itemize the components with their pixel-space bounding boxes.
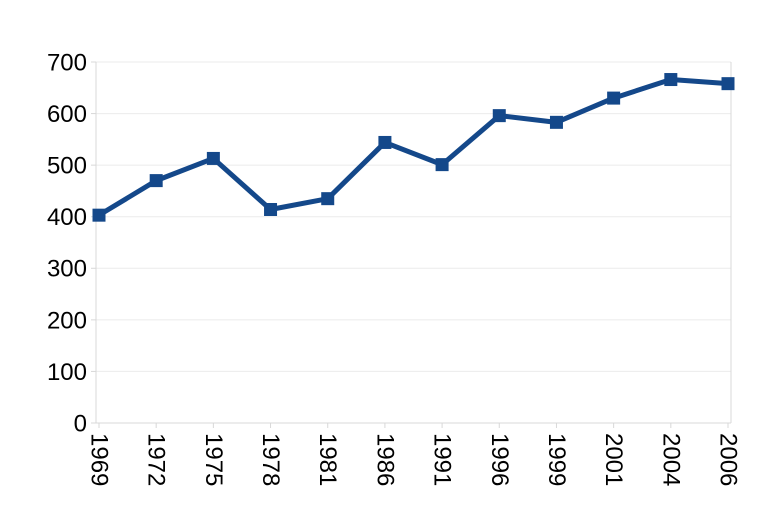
x-tick-label: 1969 [86,433,113,486]
data-point-marker [321,192,335,206]
data-point-marker [492,109,506,123]
x-tick-label: 1978 [257,433,284,486]
data-point-marker [721,77,735,91]
y-tick-label: 300 [47,256,87,283]
data-point-marker [149,174,163,188]
x-tick-label: 2006 [715,433,742,486]
data-point-marker [92,208,106,222]
y-tick-label: 600 [47,101,87,128]
y-tick-label: 700 [47,49,87,76]
y-tick-label: 0 [74,410,87,437]
x-tick-label: 1986 [371,433,398,486]
y-tick-label: 100 [47,359,87,386]
data-point-marker [435,158,449,172]
x-tick-label: 2001 [600,433,627,486]
x-tick-label: 1972 [143,433,170,486]
x-tick-label: 2004 [657,433,684,486]
data-point-marker [378,135,392,149]
data-point-marker [206,151,220,165]
series-line [97,77,729,218]
y-tick-label: 400 [47,204,87,231]
y-tick-label: 200 [47,307,87,334]
y-tick-label: 500 [47,153,87,180]
x-tick-label: 1996 [486,433,513,486]
x-tick-label: 1975 [200,433,227,486]
data-point-marker [549,115,563,129]
data-point-marker [264,202,278,216]
x-tick-label: 1999 [543,433,570,486]
data-point-marker [664,73,678,87]
x-tick-label: 1981 [314,433,341,486]
data-point-marker [607,91,621,105]
x-tick-label: 1991 [429,433,456,486]
